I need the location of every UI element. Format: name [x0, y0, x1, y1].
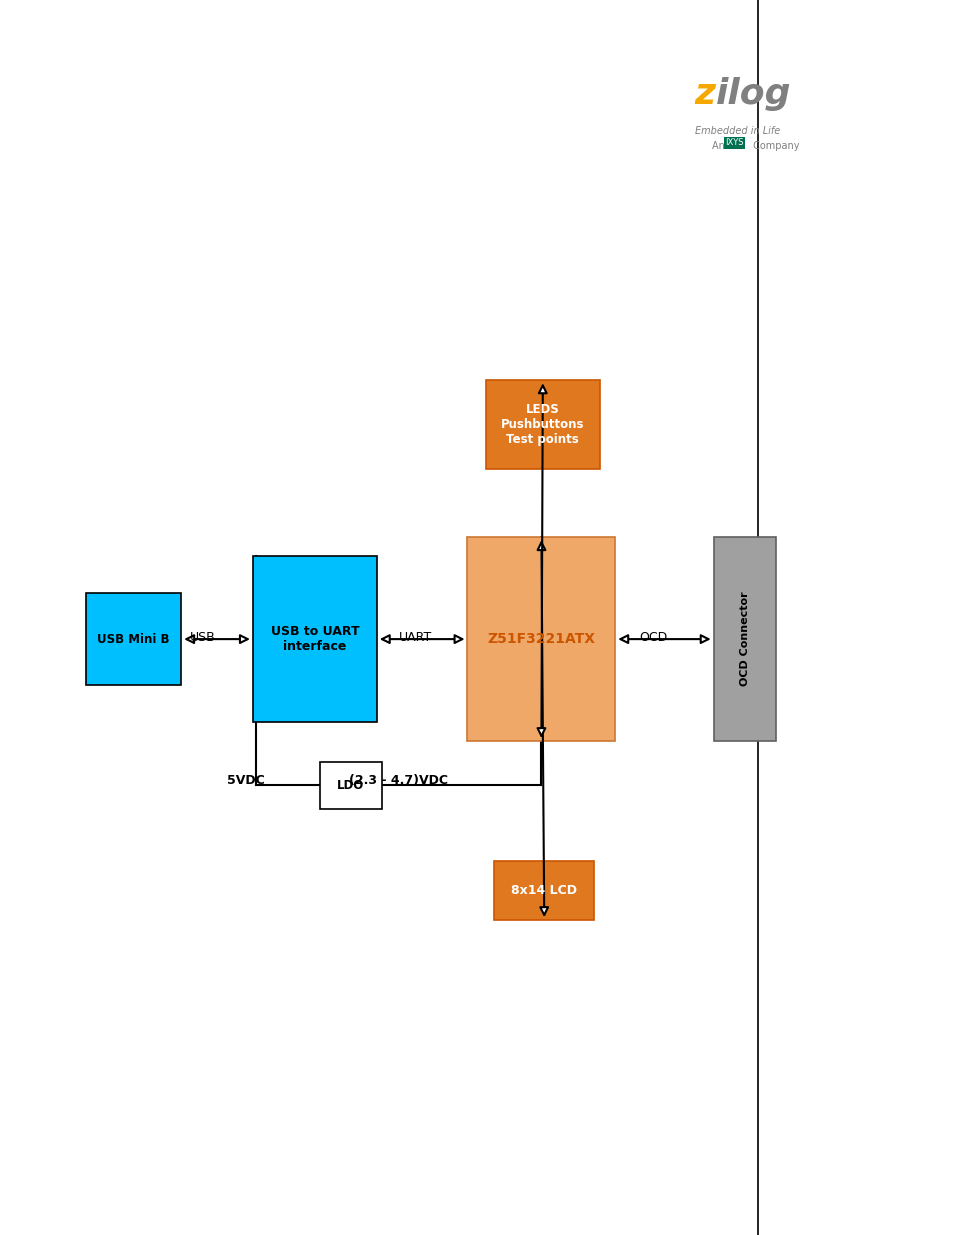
Text: LEDS
Pushbuttons
Test points: LEDS Pushbuttons Test points: [500, 404, 584, 446]
FancyBboxPatch shape: [253, 556, 376, 722]
Text: LDO: LDO: [336, 779, 364, 792]
Text: 8x14 LCD: 8x14 LCD: [511, 884, 577, 897]
Text: ilog: ilog: [715, 77, 790, 111]
Text: USB: USB: [191, 631, 215, 643]
Text: IXYS: IXYS: [724, 138, 742, 147]
Text: USB to UART
interface: USB to UART interface: [271, 625, 358, 653]
FancyBboxPatch shape: [319, 762, 381, 809]
Text: 5VDC: 5VDC: [227, 774, 265, 787]
Text: z: z: [694, 77, 715, 111]
FancyBboxPatch shape: [485, 380, 599, 469]
Text: OCD: OCD: [639, 631, 667, 643]
Text: (2.3 - 4.7)VDC: (2.3 - 4.7)VDC: [349, 774, 448, 787]
Text: OCD Connector: OCD Connector: [739, 592, 749, 687]
FancyBboxPatch shape: [86, 593, 181, 685]
Text: Company: Company: [749, 141, 799, 151]
Text: An: An: [711, 141, 727, 151]
FancyBboxPatch shape: [494, 861, 594, 920]
FancyBboxPatch shape: [467, 537, 615, 741]
FancyBboxPatch shape: [713, 537, 775, 741]
Text: Embedded in Life: Embedded in Life: [694, 126, 780, 136]
Text: Z51F3221ATX: Z51F3221ATX: [487, 632, 595, 646]
Text: UART: UART: [399, 631, 432, 643]
Text: USB Mini B: USB Mini B: [97, 632, 170, 646]
